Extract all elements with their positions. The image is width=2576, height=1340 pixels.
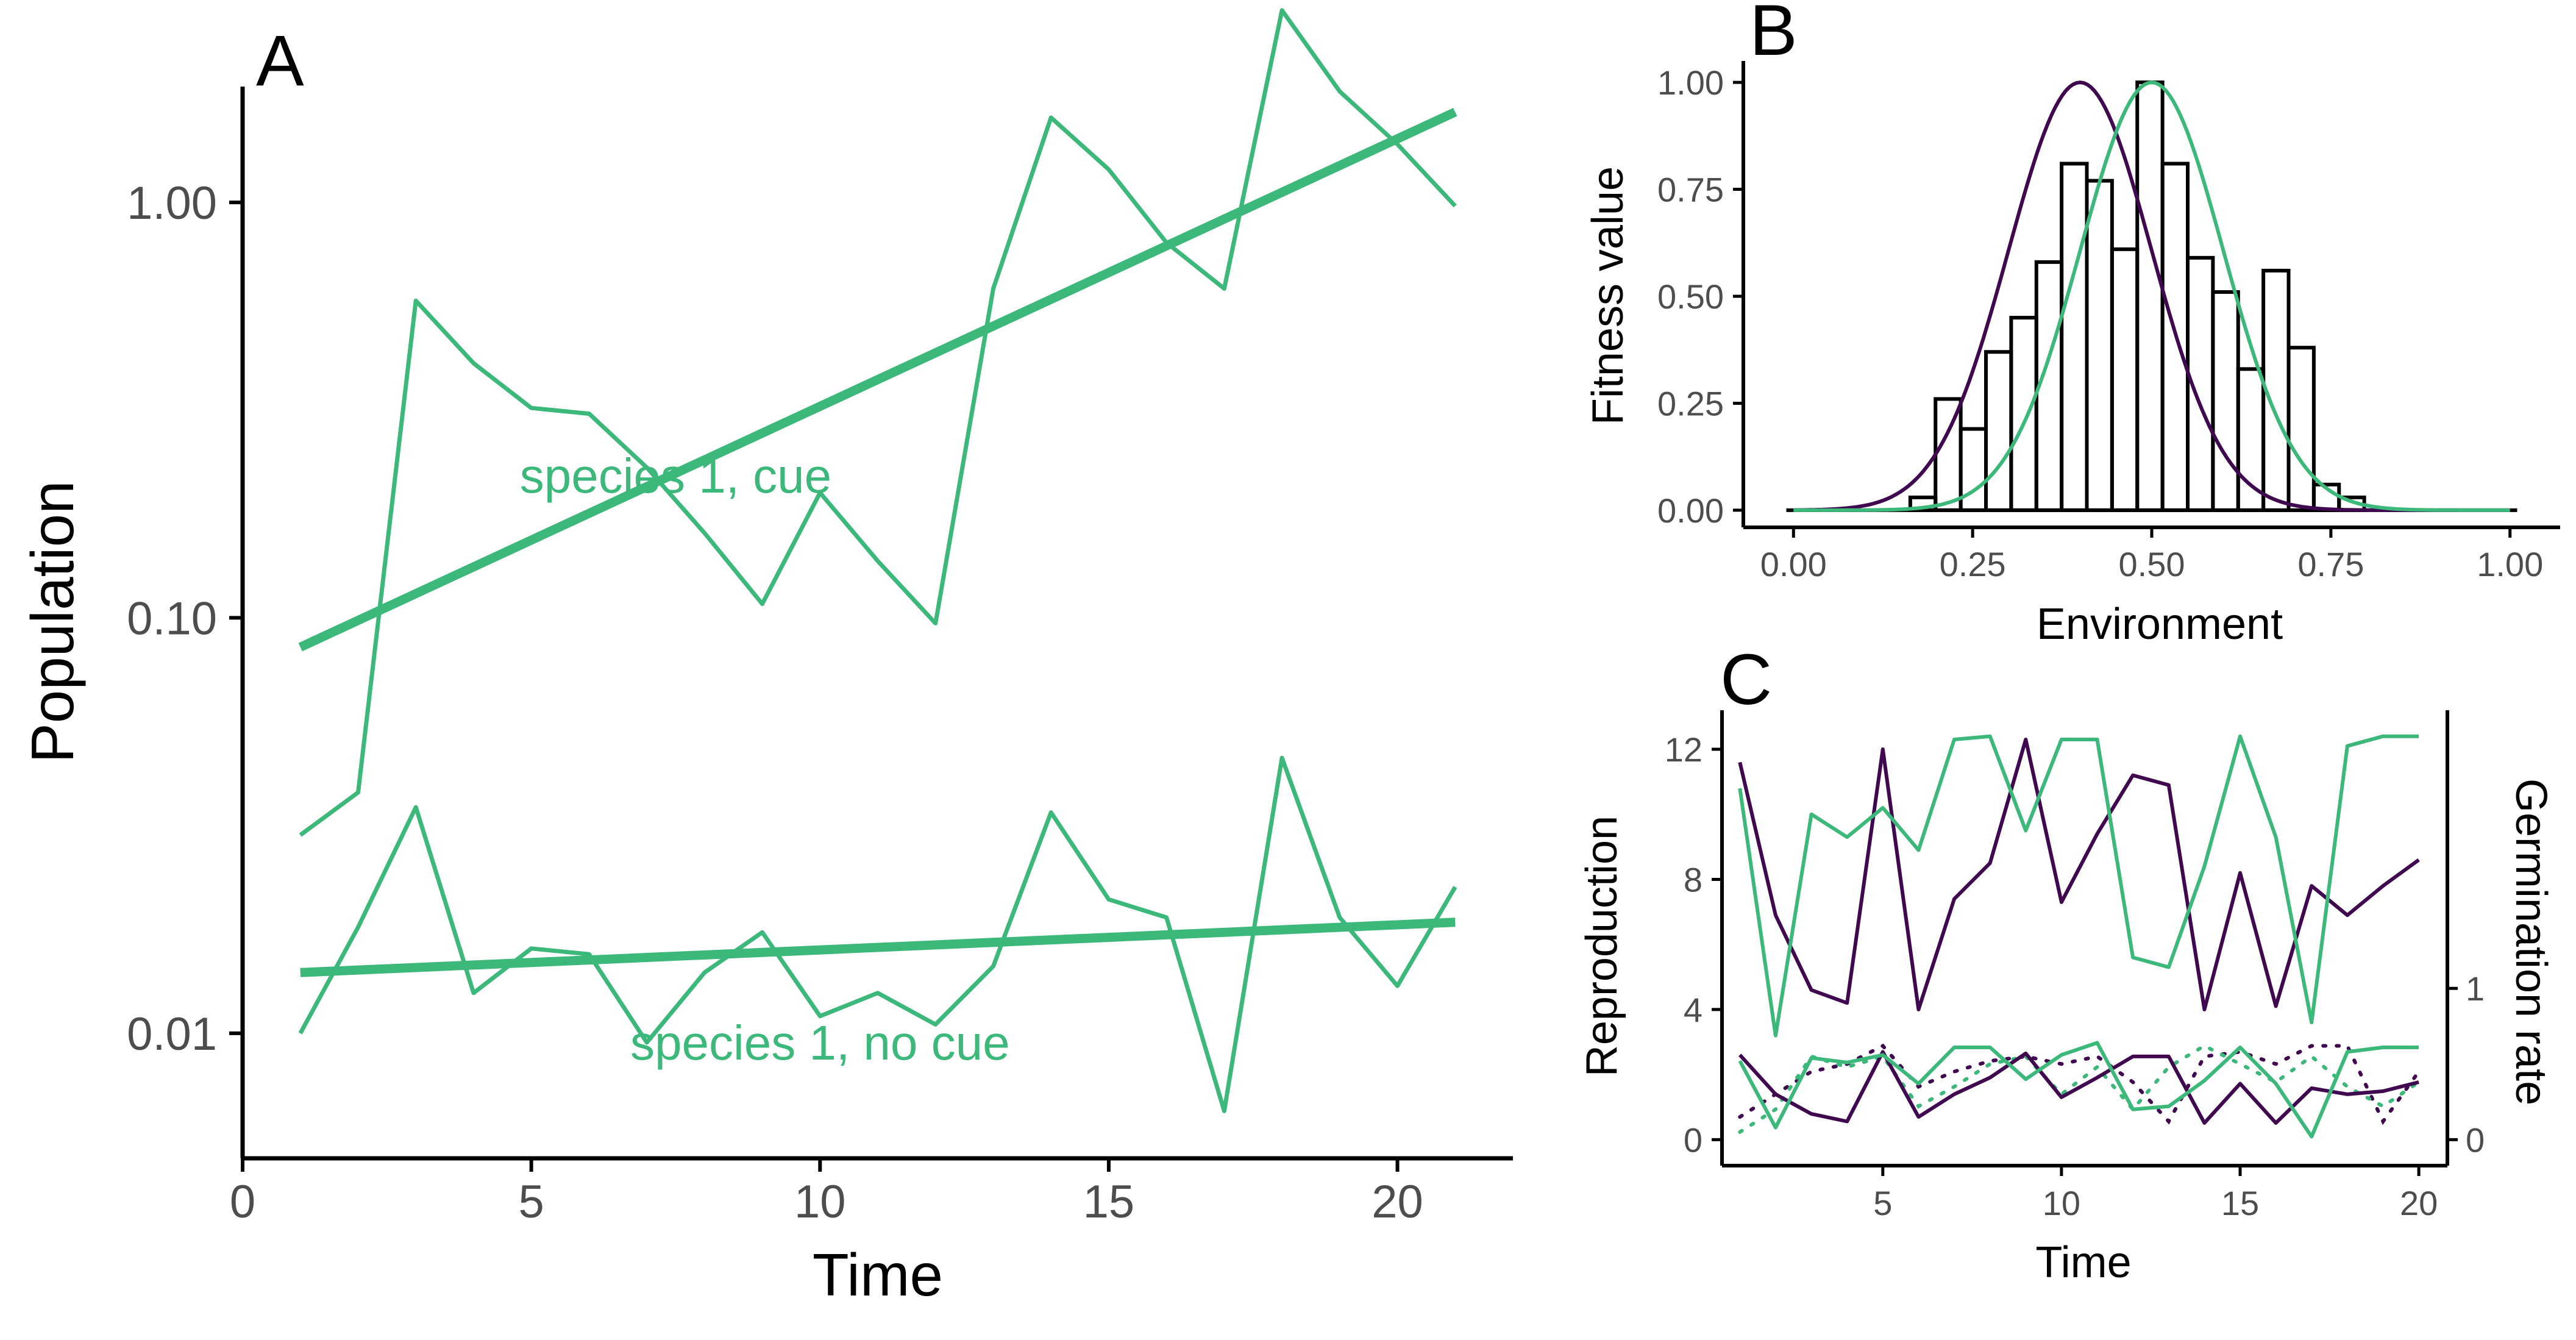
panel-c-x-title: Time: [2035, 1238, 2131, 1287]
panel-c-x-tick-label: 5: [1873, 1184, 1892, 1222]
panel-b-bar: [2286, 346, 2316, 512]
panel-a-letter: A: [256, 21, 304, 101]
panel-b-y-tick-label: 0.50: [1657, 277, 1724, 316]
panel-b-x-title: Environment: [2037, 600, 2283, 649]
panel-c-y2-title: Germination rate: [2507, 779, 2555, 1105]
panel-b-y-tick-label: 0.00: [1657, 491, 1724, 530]
panel-b-x-tick-label: 0.75: [2297, 545, 2364, 583]
panel-b-bar: [1984, 350, 2013, 512]
panel-b-bar: [2236, 367, 2266, 512]
panel-a-ticks: 0 5 10 15 20 0.01 0.10 1.00: [127, 177, 1423, 1228]
panel-c-reproduction-species-1: [1738, 734, 2419, 1038]
panel-b-x-tick-label: 0.25: [1940, 545, 2006, 583]
panel-c-x-tick-label: 20: [2400, 1184, 2438, 1222]
panel-a-x-title: Time: [813, 1241, 943, 1308]
panel-a-y-tick-label: 0.10: [127, 593, 217, 644]
panel-b-y-tick-label: 0.25: [1657, 384, 1724, 422]
panel-c-y2-tick-label: 0: [2466, 1121, 2485, 1159]
panel-a-line-no_cue: [298, 755, 1457, 1113]
panel-c-x-tick-label: 10: [2043, 1184, 2080, 1222]
panel-a-y-tick-label: 0.01: [127, 1008, 217, 1060]
panel-b-y-tick-label: 0.75: [1657, 171, 1724, 209]
panel-c-plot: [1738, 734, 2421, 1139]
panel-b-y-tick-label: 1.00: [1657, 63, 1724, 102]
panel-a-x-tick-label: 5: [518, 1176, 544, 1228]
panel-b-bar: [2085, 179, 2114, 512]
panel-b-plot: [1786, 80, 2517, 512]
panel-c-y2-tick-label: 1: [2466, 969, 2485, 1008]
panel-c: C 5 10 15 20 0 4 8 12 0 1 Time Reproduction Germi…: [1578, 640, 2555, 1287]
panel-a-trend-no_cue: [300, 918, 1456, 977]
panel-a-x-tick-label: 20: [1372, 1176, 1423, 1228]
panel-c-y-tick-label: 4: [1684, 991, 1703, 1029]
panel-c-germination-dotted-species-1: [1738, 1044, 2421, 1134]
panel-b-y-title: Fitness value: [1584, 166, 1632, 425]
panel-c-y-tick-label: 8: [1684, 860, 1703, 899]
panel-a-trend-cue: [298, 107, 1457, 652]
panel-a-y-tick-label: 1.00: [127, 177, 217, 229]
panel-b-x-tick-label: 1.00: [2477, 545, 2543, 583]
panel-a-y-title: Population: [19, 480, 86, 763]
panel-a-label-cue: species 1, cue: [520, 449, 831, 503]
panel-b-bar: [2009, 316, 2038, 512]
panel-a-plot: species 1, cue species 1, no cue: [298, 8, 1457, 1113]
panel-a-x-tick-label: 15: [1083, 1176, 1135, 1228]
panel-a: A species 1, cue species 1, no cue 0 5 10 15…: [19, 8, 1513, 1308]
panel-b-curve-species-2: [1793, 80, 2510, 512]
panel-c-reproduction-species-2: [1738, 738, 2420, 1011]
panel-c-germination-species-1: [1738, 1041, 2419, 1139]
panel-c-y-title: Reproduction: [1578, 816, 1626, 1077]
panel-c-y-tick-label: 0: [1684, 1121, 1703, 1159]
panel-b-curve-species-1: [1793, 80, 2510, 512]
panel-b-x-tick-label: 0.50: [2119, 545, 2185, 583]
panel-c-ticks: 5 10 15 20 0 4 8 12 0 1: [1665, 730, 2485, 1222]
panel-b-bar: [2211, 290, 2240, 512]
panel-c-germination-species-2: [1738, 1050, 2419, 1125]
panel-b-letter: B: [1749, 0, 1798, 71]
panel-b-bar: [2110, 247, 2140, 512]
panel-b-x-tick-label: 0.00: [1760, 545, 1827, 583]
panel-b-bar: [2135, 80, 2165, 512]
panel-b: B 0.00 0.25 0.50 0.75 1.00 0.00 0.25 0.50 0.75 1.…: [1584, 0, 2560, 649]
panel-c-y-tick-label: 12: [1665, 730, 1703, 769]
panel-c-germination-dotted-species-2: [1738, 1043, 2421, 1125]
panel-b-bar: [2060, 162, 2089, 512]
panel-a-x-tick-label: 10: [794, 1176, 846, 1228]
panel-b-ticks: 0.00 0.25 0.50 0.75 1.00 0.00 0.25 0.50 0.75 1.00: [1657, 63, 2543, 583]
panel-a-x-tick-label: 0: [230, 1176, 255, 1228]
panel-a-line-cue: [299, 8, 1457, 837]
panel-a-label-no_cue: species 1, no cue: [630, 1016, 1010, 1070]
panel-c-letter: C: [1720, 640, 1772, 720]
panel-c-x-tick-label: 15: [2221, 1184, 2259, 1222]
